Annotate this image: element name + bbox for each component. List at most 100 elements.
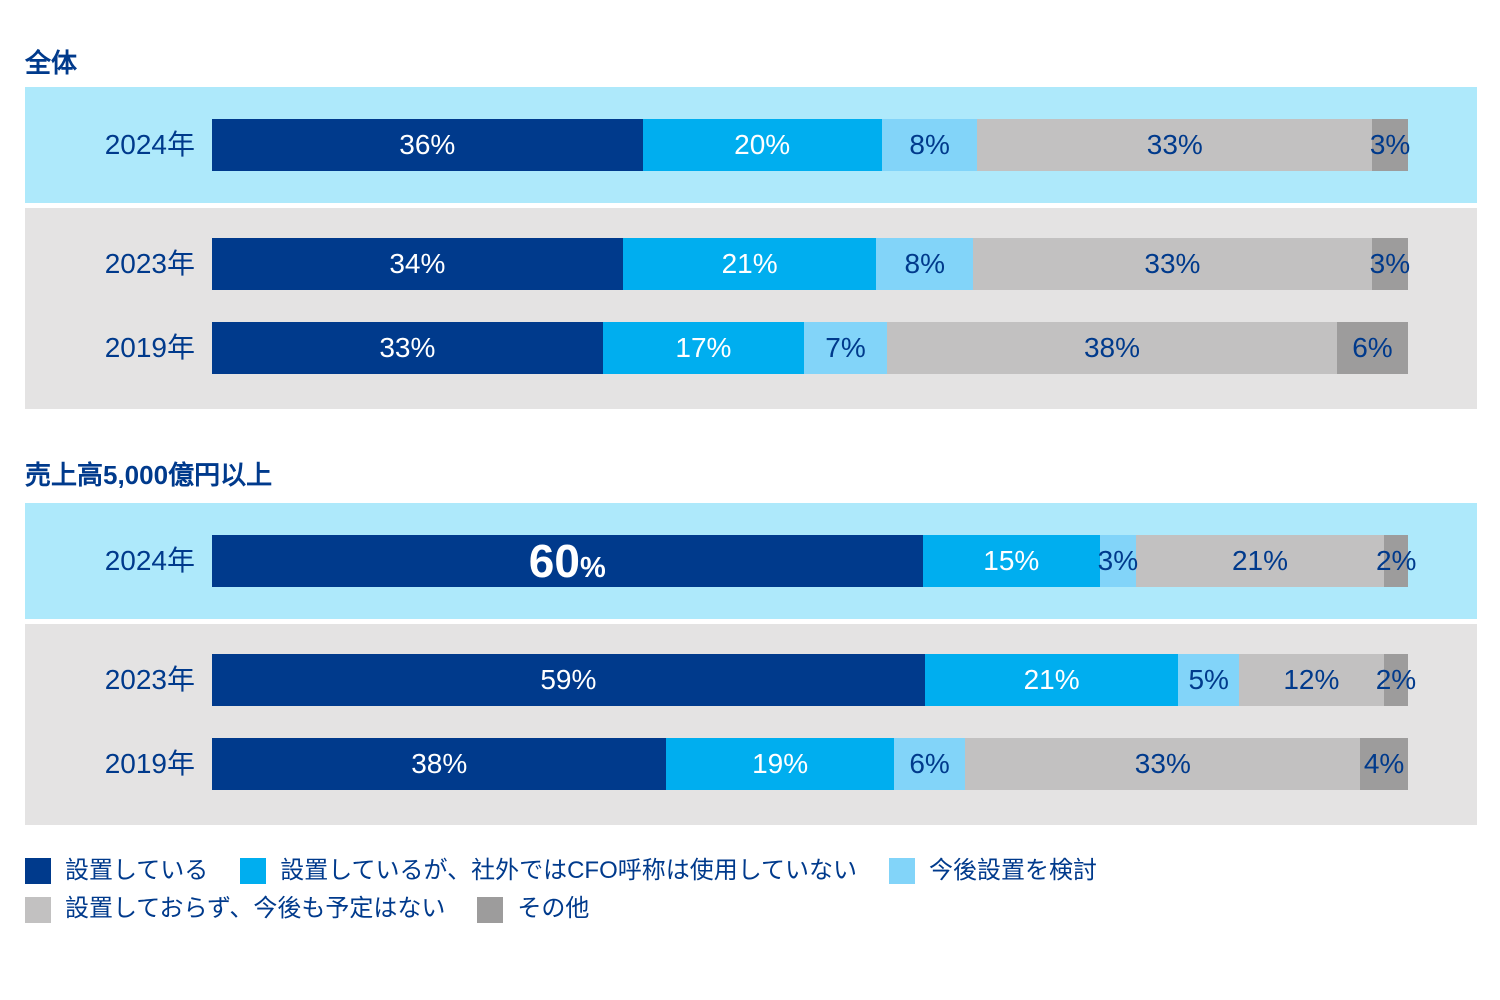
segment-value-label: 33%: [379, 332, 436, 363]
legend-item-not-installed-no-plan: 設置しておらず、今後も予定はない: [25, 895, 446, 923]
bar-segment-considering: 8%: [881, 119, 978, 171]
bar-segment-considering: 5%: [1178, 654, 1239, 706]
segment-value-label: 19%: [752, 748, 809, 779]
segment-value-label: 7%: [825, 332, 866, 363]
segment-value-label: 8%: [909, 129, 950, 160]
segment-value-label: 8%: [904, 248, 945, 279]
segment-value-label: 21%: [1023, 664, 1080, 695]
legend-swatch-installed-no-title: [240, 858, 267, 885]
stacked-bar: 38% 19% 6% 33% 4%: [212, 738, 1409, 790]
bar-segment-installed: 33%: [212, 322, 603, 374]
segment-value-label: 21%: [1231, 545, 1289, 576]
legend-swatch-not-installed-no-plan: [25, 896, 51, 923]
segment-value-label: 36%: [399, 129, 456, 160]
segment-value-label: 6%: [909, 748, 950, 779]
segment-value-label: 21%: [721, 248, 778, 279]
bar-segment-installed-no-title: 17%: [602, 322, 805, 374]
stacked-bar: 33% 17% 7% 38% 6%: [212, 322, 1408, 374]
bar-segment-other: 3%: [1369, 238, 1411, 290]
chart-row-large-2024: 2024年 60% 15% 3% 21% 2%: [25, 535, 1477, 587]
bar-segment-other: 2%: [1376, 654, 1416, 706]
segment-value-label: 20%: [734, 129, 791, 160]
stacked-bar: 34% 21% 8% 33% 3%: [212, 238, 1411, 290]
bar-segment-other: 3%: [1369, 119, 1411, 171]
chart-title-revenue-over-500b: 売上高5,000億円以上: [25, 460, 273, 490]
legend-item-other: その他: [477, 895, 590, 923]
legend-label: 今後設置を検討: [929, 857, 1098, 884]
bar-segment-installed: 38%: [212, 738, 667, 790]
segment-value-label: 34%: [389, 248, 446, 279]
segment-value-label: 2%: [1375, 545, 1417, 576]
bar-segment-considering: 6%: [893, 738, 966, 790]
bar-segment-not-installed-no-plan: 33%: [977, 119, 1373, 171]
segment-value-label: 15%: [983, 545, 1040, 576]
bar-segment-installed-no-title: 21%: [924, 654, 1179, 706]
bar-segment-other: 4%: [1360, 738, 1409, 790]
bar-segment-other: 2%: [1376, 535, 1416, 587]
segment-value-label: 38%: [1083, 332, 1140, 363]
stacked-bar: 36% 20% 8% 33% 3%: [212, 119, 1411, 171]
segment-percent-sign: %: [579, 552, 606, 584]
legend-label: その他: [517, 895, 590, 923]
bar-segment-installed: 34%: [212, 238, 623, 290]
bar-segment-installed: 36%: [212, 119, 643, 171]
chart-row-overall-2019: 2019年 33% 17% 7% 38% 6%: [25, 322, 1477, 374]
legend-row: 設置している 設置しているが、社外ではCFO呼称は使用していない 今後設置を検討: [25, 857, 1098, 885]
bar-segment-not-installed-no-plan: 21%: [1135, 535, 1385, 587]
row-label: 2023年: [104, 248, 195, 279]
chart-overall-history-band: 2023年 34% 21% 8% 33% 3% 2019年 33% 17% 7% 38% 6%: [25, 208, 1477, 409]
legend-swatch-other: [477, 896, 504, 923]
bar-segment-considering: 7%: [804, 322, 887, 374]
legend-label: 設置している: [65, 857, 209, 884]
segment-value-label: 12%: [1283, 664, 1340, 695]
segment-value-label: 6%: [1352, 332, 1393, 363]
segment-value-label: 3%: [1097, 545, 1139, 576]
bar-segment-installed-no-title: 21%: [622, 238, 877, 290]
bar-segment-considering: 3%: [1097, 535, 1139, 587]
bar-segment-not-installed-no-plan: 12%: [1238, 654, 1384, 706]
row-label: 2024年: [104, 129, 195, 160]
row-label: 2019年: [104, 748, 195, 779]
chart-row-overall-2024: 2024年 36% 20% 8% 33% 3%: [25, 119, 1477, 171]
bar-segment-installed: 60%: [212, 535, 923, 587]
bar-segment-not-installed-no-plan: 33%: [965, 738, 1361, 790]
chart-row-large-2019: 2019年 38% 19% 6% 33% 4%: [25, 738, 1477, 790]
row-label: 2023年: [104, 664, 195, 695]
segment-value-label: 60%: [529, 538, 606, 584]
legend-row: 設置しておらず、今後も予定はない その他: [25, 895, 1097, 923]
bar-segment-installed-no-title: 19%: [666, 738, 894, 790]
segment-value-label: 17%: [675, 332, 732, 363]
bar-segment-installed-no-title: 20%: [642, 119, 882, 171]
chart-row-overall-2023: 2023年 34% 21% 8% 33% 3%: [25, 238, 1477, 290]
bar-segment-installed: 59%: [212, 654, 925, 706]
chart-overall-highlight-band: 2024年 36% 20% 8% 33% 3%: [25, 87, 1477, 203]
segment-value-label: 3%: [1369, 248, 1411, 279]
chart-revenue-history-band: 2023年 59% 21% 5% 12% 2% 2019年 38% 19% 6% 33% 4%: [25, 624, 1477, 825]
stacked-bar: 59% 21% 5% 12% 2%: [212, 654, 1416, 706]
legend-swatch-considering: [889, 858, 916, 885]
legend-item-installed: 設置している: [25, 857, 209, 885]
segment-value-label: 33%: [1146, 129, 1203, 160]
legend-item-considering: 今後設置を検討: [889, 857, 1098, 885]
segment-value-label: 3%: [1369, 129, 1411, 160]
bar-segment-not-installed-no-plan: 38%: [886, 322, 1337, 374]
segment-value-label: 5%: [1188, 664, 1229, 695]
segment-value-label: 2%: [1375, 664, 1417, 695]
segment-value-label: 4%: [1363, 748, 1405, 779]
segment-value-label: 59%: [540, 664, 597, 695]
legend-item-installed-no-title: 設置しているが、社外ではCFO呼称は使用していない: [240, 857, 858, 885]
chart-row-large-2023: 2023年 59% 21% 5% 12% 2%: [25, 654, 1477, 706]
legend-label: 設置しておらず、今後も予定はない: [65, 895, 446, 923]
segment-value-label: 33%: [1134, 748, 1191, 779]
bar-segment-installed-no-title: 15%: [922, 535, 1101, 587]
legend-label: 設置しているが、社外ではCFO呼称は使用していない: [280, 857, 858, 884]
legend: 設置している 設置しているが、社外ではCFO呼称は使用していない 今後設置を検討 設置…: [25, 857, 1098, 923]
chart-revenue-highlight-band: 2024年 60% 15% 3% 21% 2%: [25, 503, 1477, 619]
bar-segment-not-installed-no-plan: 33%: [973, 238, 1372, 290]
bar-segment-other: 6%: [1336, 322, 1408, 374]
segment-value-label: 33%: [1144, 248, 1201, 279]
row-label: 2019年: [104, 332, 195, 363]
legend-swatch-installed: [25, 858, 51, 885]
bar-segment-considering: 8%: [876, 238, 974, 290]
